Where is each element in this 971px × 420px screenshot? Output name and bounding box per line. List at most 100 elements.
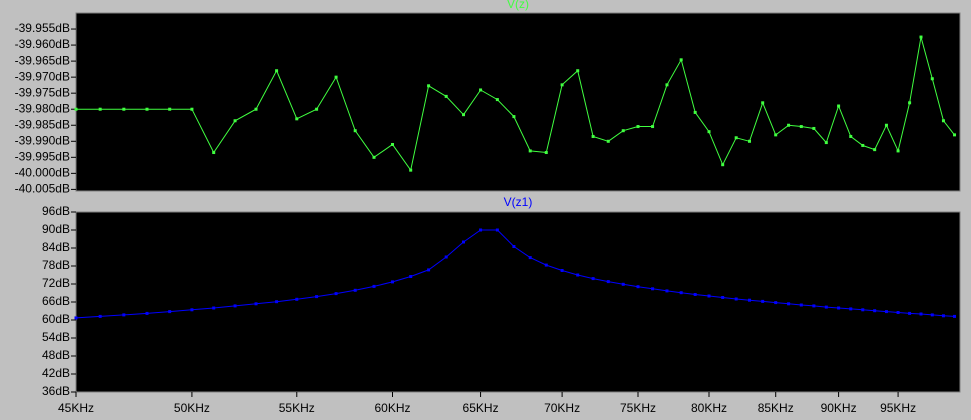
x-tick-label: 60KHz [374, 401, 410, 415]
trace-point [606, 139, 610, 143]
trace-point [606, 280, 610, 284]
trace-point [295, 117, 299, 121]
trace-point [812, 304, 816, 308]
y-tick-label: 54dB [42, 330, 70, 344]
trace-point [353, 129, 357, 133]
x-tick-label: 45KHz [58, 401, 94, 415]
plot-area [75, 211, 961, 393]
trace-point [837, 104, 841, 108]
y-tick-label: -39.955dB [15, 21, 70, 35]
y-tick-label: 42dB [42, 366, 70, 380]
trace-point [462, 113, 466, 117]
trace-point [799, 125, 803, 129]
trace-point [560, 269, 564, 272]
trace-point [953, 314, 957, 318]
y-tick-label: 36dB [42, 384, 70, 398]
y-tick-label: -39.960dB [15, 37, 70, 51]
trace-point [427, 268, 431, 272]
trace-point [636, 285, 640, 289]
trace-point [884, 123, 888, 127]
x-tick-label: 90KHz [821, 401, 857, 415]
trace-point [462, 240, 466, 244]
trace-point [576, 273, 580, 277]
trace-point [315, 295, 319, 299]
trace-point [884, 310, 888, 314]
trace-point [941, 119, 945, 123]
trace-point [372, 155, 376, 159]
trace [76, 36, 955, 172]
trace-point [861, 308, 865, 312]
trace-point [409, 168, 413, 172]
trace-point [544, 263, 548, 267]
x-tick-label: 50KHz [174, 401, 210, 415]
trace-point [275, 300, 279, 304]
trace-point [479, 88, 483, 92]
trace-point [665, 289, 669, 293]
y-tick-label: 48dB [42, 348, 70, 362]
trace-point [721, 296, 725, 299]
trace-point [824, 141, 828, 145]
x-tick-label: 55KHz [279, 401, 315, 415]
trace-point [444, 255, 448, 259]
trace-point [122, 107, 126, 111]
trace-point [953, 133, 957, 137]
trace-point [849, 134, 853, 138]
y-tick-label: 90dB [42, 222, 70, 236]
trace-point [941, 314, 945, 318]
x-tick-label: 95KHz [880, 401, 916, 415]
trace-point [748, 139, 752, 143]
trace-point [168, 310, 172, 314]
trace-point [254, 302, 258, 306]
trace-point [212, 151, 216, 155]
trace-point [837, 306, 841, 310]
trace-point [651, 287, 655, 291]
trace-point [190, 308, 194, 312]
x-tick-label: 65KHz [463, 401, 499, 415]
trace-point [919, 312, 923, 316]
trace-point [896, 311, 900, 314]
x-tick-label: 80KHz [691, 401, 727, 415]
trace-point [693, 110, 697, 114]
trace-point [707, 294, 711, 298]
trace-point [748, 298, 752, 302]
trace-point [334, 75, 338, 79]
trace-point [861, 143, 865, 147]
trace-point [693, 293, 697, 296]
plot-area [75, 12, 961, 192]
trace-point [168, 107, 172, 111]
trace-point [930, 313, 934, 317]
trace-point [233, 304, 237, 308]
trace-point [896, 149, 900, 153]
trace-point [576, 69, 580, 73]
trace-point [774, 301, 778, 305]
x-tick-label: 85KHz [758, 401, 794, 415]
trace-point [679, 291, 683, 295]
trace-name: V(z1) [504, 195, 533, 209]
y-tick-label: -39.975dB [15, 85, 70, 99]
y-tick-label: 84dB [42, 240, 70, 254]
trace-point [98, 314, 102, 318]
trace-point [873, 148, 877, 152]
trace-point [512, 115, 516, 119]
y-tick-label: -39.980dB [15, 101, 70, 115]
trace-point [145, 311, 149, 315]
trace-point [528, 149, 532, 153]
trace-point [122, 313, 126, 317]
trace-point [908, 101, 912, 105]
trace-point [679, 58, 683, 62]
trace-point [427, 84, 431, 88]
trace-point [591, 277, 595, 281]
trace-point [591, 134, 595, 138]
trace-point [919, 35, 923, 39]
y-tick-label: 66dB [42, 294, 70, 308]
trace-point [74, 107, 78, 111]
trace-point [145, 107, 149, 111]
trace-point [799, 303, 803, 307]
y-tick-label: -40.000dB [15, 166, 70, 180]
trace-point [98, 107, 102, 111]
trace-point [651, 125, 655, 129]
trace-point [212, 306, 216, 310]
trace-point [824, 305, 828, 309]
y-tick-label: 78dB [42, 258, 70, 272]
trace-point [315, 107, 319, 111]
